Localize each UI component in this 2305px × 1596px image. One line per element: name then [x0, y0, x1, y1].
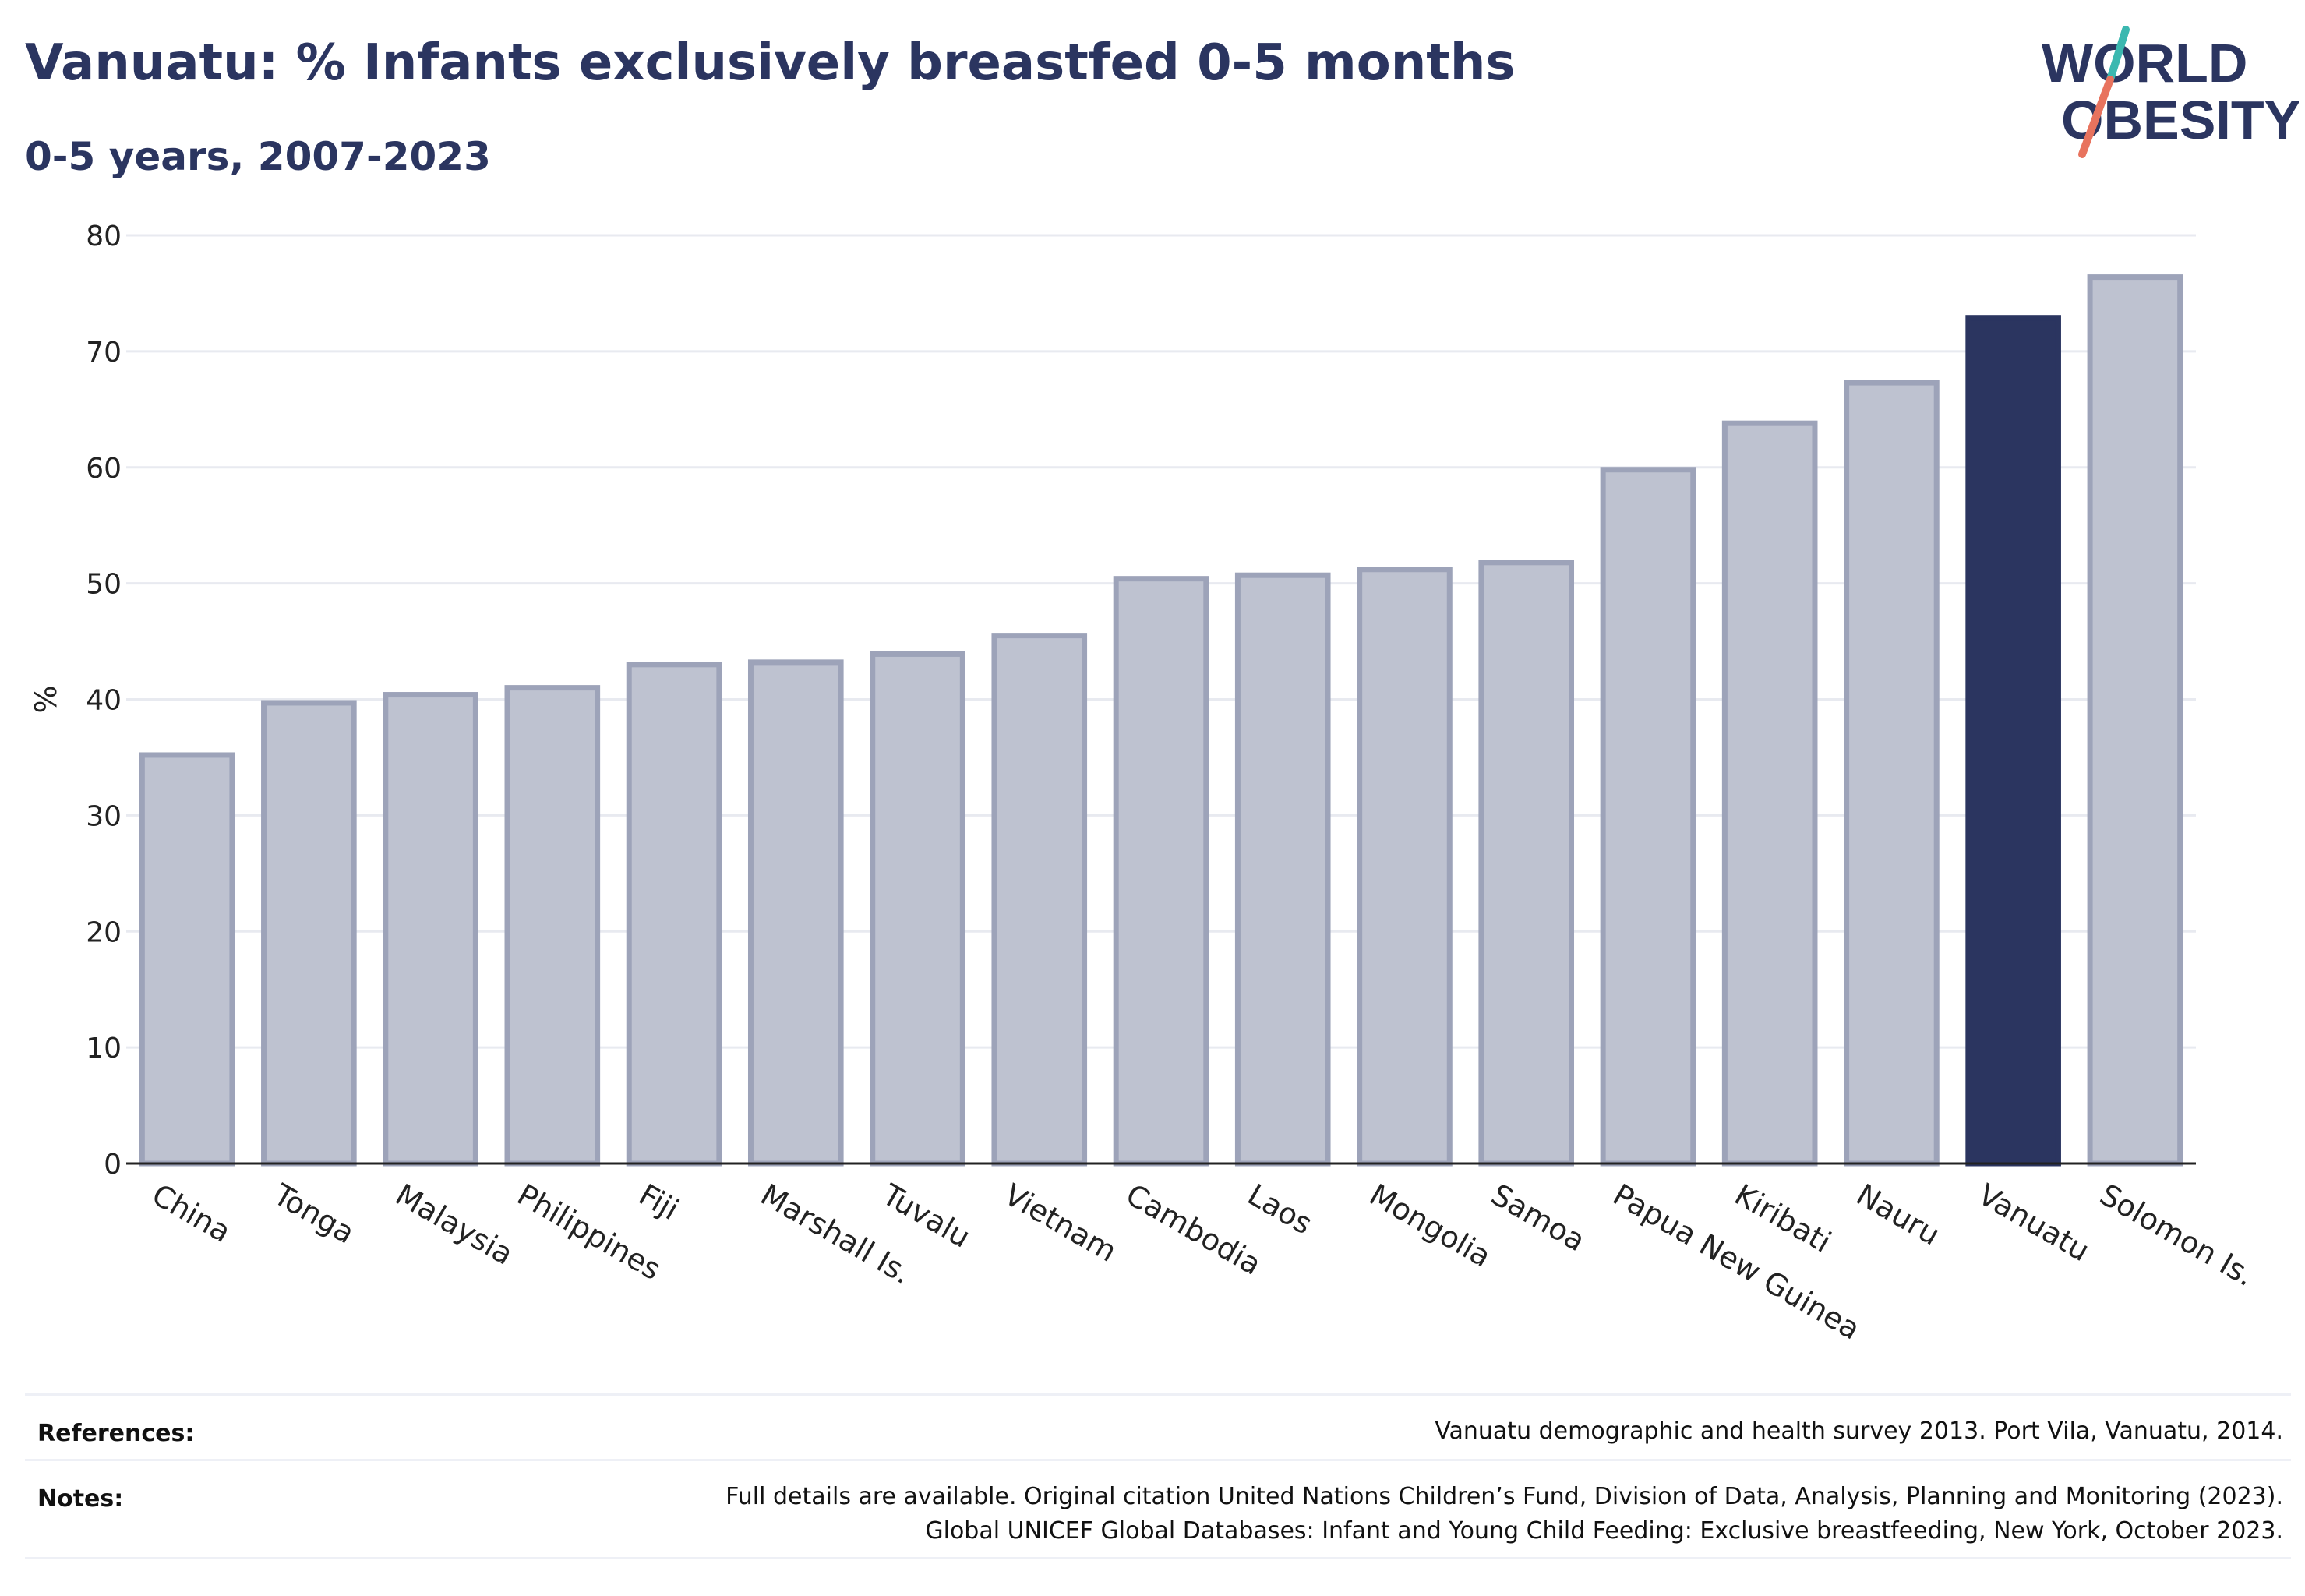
- y-tick-label: 10: [86, 1033, 122, 1065]
- chart-title: Vanuatu: % Infants exclusively breastfed…: [25, 34, 1516, 92]
- bar-mongolia: [1357, 567, 1453, 1167]
- bar-marshall-is-: [747, 659, 844, 1167]
- bar-samoa: [1478, 560, 1575, 1167]
- notes-line-1: Full details are available. Original cit…: [725, 1483, 2283, 1510]
- y-tick-label: 20: [86, 916, 122, 948]
- bar-tonga: [261, 700, 357, 1167]
- footer-divider-bottom: [25, 1557, 2291, 1559]
- y-tick-label: 40: [86, 685, 122, 717]
- x-tick-label: Fiji: [634, 1178, 685, 1227]
- footer-divider-middle: [25, 1459, 2291, 1461]
- notes-label: Notes:: [37, 1485, 124, 1513]
- logo-text-world: WORLD: [2042, 33, 2247, 94]
- x-tick-label: Malaysia: [390, 1178, 519, 1272]
- x-tick-label: Nauru: [1851, 1178, 1946, 1252]
- bar-nauru: [1844, 380, 1940, 1167]
- notes-line-2: Global UNICEF Global Databases: Infant a…: [925, 1517, 2283, 1545]
- bar-kiribati: [1721, 420, 1818, 1167]
- notes-text: Full details are available. Original cit…: [725, 1480, 2283, 1548]
- x-tick-label: Solomon Is.: [2094, 1178, 2260, 1293]
- y-tick-label: 30: [86, 800, 122, 832]
- bar-cambodia: [1113, 576, 1209, 1167]
- footer-divider-top: [25, 1393, 2291, 1396]
- x-tick-label: Vietnam: [998, 1178, 1122, 1269]
- bar-papua-new-guinea: [1600, 467, 1696, 1167]
- y-tick-label: 60: [86, 453, 122, 485]
- references-label: References:: [37, 1420, 195, 1447]
- bar-china: [139, 752, 235, 1167]
- x-tick-label: Cambodia: [1121, 1178, 1267, 1282]
- logo-slash-coral: [2078, 76, 2114, 158]
- bar-fiji: [626, 662, 722, 1167]
- bar-solomon-is-: [2087, 274, 2183, 1167]
- y-tick-label: 70: [86, 337, 122, 369]
- x-tick-label: Tuvalu: [876, 1177, 976, 1255]
- x-tick-label: Samoa: [1485, 1178, 1590, 1259]
- x-tick-label: Vanuatu: [1972, 1178, 2095, 1268]
- bar-malaysia: [383, 692, 478, 1167]
- x-tick-label: Laos: [1242, 1178, 1318, 1241]
- bar-laos: [1234, 572, 1331, 1167]
- bar-vietnam: [991, 633, 1088, 1167]
- y-tick-label: 80: [86, 221, 122, 252]
- x-tick-label: Mongolia: [1364, 1178, 1497, 1274]
- bar-tuvalu: [870, 651, 965, 1167]
- x-tick-label: Tonga: [267, 1177, 360, 1250]
- y-axis-label: %: [29, 685, 63, 713]
- chart-subtitle: 0-5 years, 2007-2023: [25, 134, 491, 179]
- y-tick-label: 50: [86, 569, 122, 601]
- world-obesity-logo: WORLD OBESITY: [2042, 26, 2299, 158]
- bar-philippines: [504, 685, 601, 1167]
- references-text: Vanuatu demographic and health survey 20…: [1435, 1418, 2283, 1445]
- bar-vanuatu: [1965, 315, 2061, 1167]
- x-tick-label: China: [146, 1178, 237, 1249]
- y-tick-label: 0: [104, 1149, 122, 1181]
- logo-slash-teal: [2106, 26, 2130, 83]
